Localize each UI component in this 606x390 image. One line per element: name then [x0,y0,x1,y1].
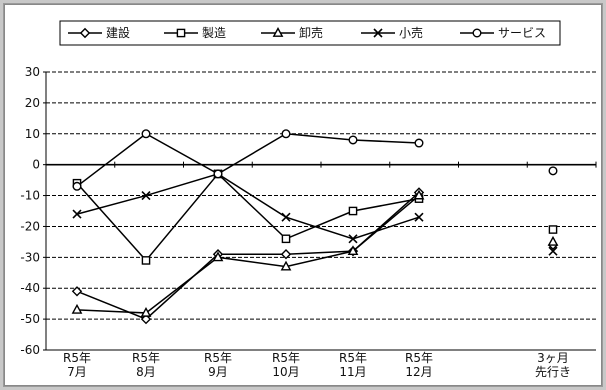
data-point [548,246,558,256]
x-tick-label: 3ヶ月先行き [535,351,571,379]
x-tick-label: R5年 10月 [272,351,300,379]
legend-marker [373,28,383,38]
data-point [140,313,152,325]
data-point [281,212,291,222]
data-point [71,303,83,314]
series-line [76,132,420,187]
chart-border [4,4,602,386]
data-point [281,129,291,139]
legend-item: 建設 [68,25,130,40]
legend-marker [176,28,186,38]
data-point [414,212,424,222]
data-point [281,234,291,244]
x-tick-label-line: 先行き [535,365,571,379]
data-point [71,286,83,297]
data-point [140,306,152,317]
data-point [348,234,358,244]
y-tick-label: 10 [25,127,40,141]
data-point [72,181,82,191]
y-tick-label: -60 [20,343,40,357]
legend-marker [272,27,284,37]
y-tick-label: -40 [20,281,40,295]
legend-label: サービス [498,26,546,40]
y-tick-label: -20 [20,219,40,233]
legend-label: 小売 [399,25,423,40]
data-point [141,190,151,201]
legend-item: 製造 [164,26,226,40]
x-tick-label-line: 8月 [136,365,156,379]
data-point [141,129,151,139]
y-tick-label: -50 [20,312,40,326]
data-point [347,245,359,256]
x-tick-label-line: R5年 [405,351,433,365]
series-group [71,129,559,325]
series-line [76,194,420,314]
y-tick-label: -30 [20,250,40,264]
data-point [414,138,424,148]
series-line [76,173,420,240]
series-4 [72,129,558,191]
x-tick-label-line: 10月 [272,365,299,379]
legend-box: 建設 製造 卸売 小売 サービス [59,20,561,46]
data-point [548,225,558,234]
legend-item: サービス [460,26,546,40]
x-tick-label-line: 9月 [208,365,228,379]
x-tick-label-line: 12月 [405,365,432,379]
x-tick-label-line: R5年 [339,351,367,365]
legend-marker [79,27,91,39]
x-tick-label-line: R5年 [132,351,160,365]
legend-label: 製造 [202,26,226,40]
data-point [413,189,425,200]
data-point [212,251,224,262]
x-tick-label-line: R5年 [272,351,300,365]
legend-marker [472,28,482,38]
series-2 [71,189,559,317]
data-point [280,260,292,271]
data-point [548,166,558,176]
x-tick-label-line: R5年 [204,351,232,365]
data-point [348,135,358,145]
chart-frame: 30 20 10 0 -10 -20 -30 -40 -50 -60 R5年 7月 R5年 8月 R5年 9… [4,4,602,386]
x-tick-label: R5年 11月 [339,351,367,379]
x-tick-label-line: 11月 [339,365,366,379]
data-point [72,209,82,219]
series-line [76,172,420,262]
legend-label: 建設 [106,25,130,40]
data-point [213,169,223,179]
x-tick-label-line: 3ヶ月 [537,351,569,365]
legend-item: 卸売 [261,25,323,40]
y-tick-label: 0 [32,158,40,172]
y-tick-label: 30 [25,65,40,79]
legend: 建設 製造 卸売 小売 サービス [59,20,561,46]
x-tick-label: R5年 7月 [63,351,91,379]
data-point [280,249,292,260]
y-tick-label: -10 [20,189,40,203]
legend-label: 卸売 [299,25,323,40]
x-tick-label: R5年 9月 [204,351,232,379]
data-point [141,256,151,265]
legend-item: 小売 [361,25,423,40]
data-point [547,235,559,246]
series-3 [72,169,558,256]
x-tick-label-line: R5年 [63,351,91,365]
x-tick-label-line: 7月 [67,365,87,379]
data-point [348,206,358,216]
y-tick-label: 20 [25,96,40,110]
x-tick-label: R5年 12月 [405,351,433,379]
y-axis: 30 20 10 0 -10 -20 -30 -40 -50 -60 [20,65,47,357]
x-tick-label: R5年 8月 [132,351,160,379]
